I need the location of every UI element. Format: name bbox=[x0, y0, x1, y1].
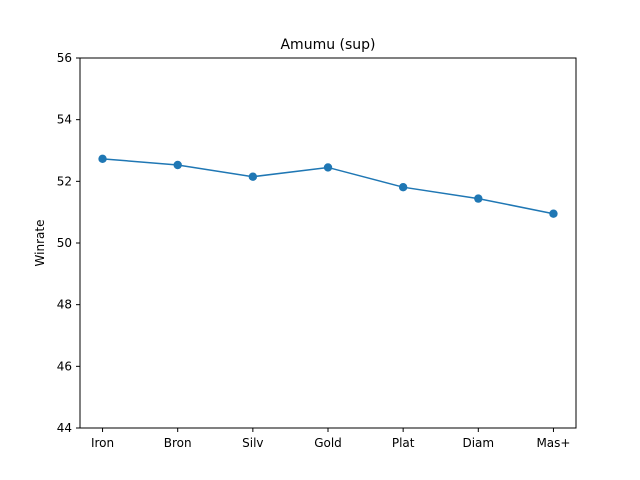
x-tick-label: Iron bbox=[91, 436, 114, 450]
x-tick-label: Mas+ bbox=[536, 436, 570, 450]
data-point bbox=[474, 194, 483, 203]
chart-title: Amumu (sup) bbox=[280, 37, 375, 53]
x-axis: Iron Bron Silv Gold Plat Diam Mas+ bbox=[91, 428, 570, 450]
y-axis: 44 46 48 50 52 54 56 bbox=[57, 51, 80, 435]
data-point bbox=[173, 160, 182, 170]
x-tick-label: Bron bbox=[164, 436, 192, 450]
data-point bbox=[323, 163, 333, 172]
y-tick-label: 48 bbox=[57, 298, 72, 312]
data-point bbox=[549, 209, 558, 218]
x-tick-label: Diam bbox=[462, 436, 494, 450]
y-tick-label: 54 bbox=[57, 113, 72, 127]
y-axis-label: Winrate bbox=[33, 220, 47, 267]
x-tick-label: Plat bbox=[392, 436, 415, 450]
y-tick-label: 46 bbox=[57, 359, 72, 373]
x-tick-label: Silv bbox=[242, 436, 263, 450]
data-point bbox=[398, 182, 408, 192]
y-tick-label: 56 bbox=[57, 51, 72, 65]
data-point bbox=[248, 172, 258, 181]
y-tick-label: 44 bbox=[57, 421, 72, 435]
y-tick-label: 50 bbox=[57, 236, 72, 250]
x-tick-label: Gold bbox=[314, 436, 342, 450]
data-point bbox=[98, 154, 107, 164]
y-tick-label: 52 bbox=[57, 174, 72, 188]
series-group bbox=[98, 154, 558, 218]
plot-frame bbox=[79, 57, 577, 429]
